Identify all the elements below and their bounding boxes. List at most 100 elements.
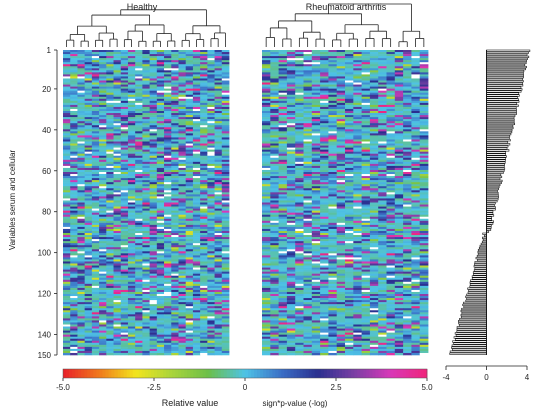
heatmap-cell <box>77 318 86 321</box>
heatmap-cell <box>221 261 230 264</box>
heatmap-cell <box>353 96 362 100</box>
heatmap-cell <box>135 261 143 264</box>
heatmap-cell <box>171 94 179 98</box>
heatmap-cell <box>171 200 179 203</box>
heatmap-cell <box>386 178 396 181</box>
heatmap-cell <box>135 60 143 63</box>
heatmap-cell <box>207 271 215 274</box>
heatmap-cell <box>378 72 387 75</box>
heatmap-cell <box>142 165 151 169</box>
heatmap-cell <box>411 176 421 179</box>
heatmap-cell <box>156 60 165 63</box>
heatmap-cell <box>214 129 223 132</box>
heatmap-cell <box>286 76 296 79</box>
heatmap-cell <box>185 135 194 138</box>
heatmap-cell <box>171 212 179 215</box>
heatmap-cell <box>207 186 215 189</box>
heatmap-cell <box>156 202 165 205</box>
heatmap-cell <box>295 94 304 98</box>
heatmap-cell <box>286 58 296 61</box>
heatmap-cell <box>262 161 271 165</box>
heatmap-cell <box>113 60 122 63</box>
heatmap-cell <box>164 84 172 87</box>
heatmap-cell <box>142 210 151 213</box>
heatmap-cell <box>91 111 100 114</box>
heatmap-cell <box>303 56 313 59</box>
heatmap-cell <box>120 139 129 142</box>
heatmap-cell <box>106 198 114 201</box>
heatmap-cell <box>164 340 172 344</box>
heatmap-cell <box>77 237 86 240</box>
heatmap-cell <box>120 180 129 183</box>
heatmap-cell <box>135 304 143 307</box>
heatmap-cell <box>221 239 230 242</box>
heatmap-cell <box>171 277 179 281</box>
heatmap-cell <box>207 54 215 57</box>
heatmap-cell <box>200 70 208 73</box>
heatmap-cell <box>63 176 71 179</box>
heatmap-cell <box>286 121 296 124</box>
heatmap-cell <box>106 157 114 161</box>
heatmap-cell <box>185 119 194 122</box>
heatmap-cell <box>178 151 187 154</box>
heatmap-cell <box>99 224 107 228</box>
heatmap-cell <box>91 157 100 161</box>
heatmap-cell <box>135 237 143 240</box>
heatmap-cell <box>378 184 387 187</box>
heatmap-cell <box>336 127 346 130</box>
heatmap-cell <box>178 210 187 213</box>
heatmap-cell <box>270 96 279 100</box>
heatmap-cell <box>135 259 143 262</box>
heatmap-cell <box>278 64 288 67</box>
heatmap-cell <box>99 149 107 152</box>
heatmap-cell <box>178 275 187 279</box>
heatmap-cell <box>113 143 122 146</box>
heatmap-cell <box>77 228 86 232</box>
heatmap-cell <box>91 176 100 179</box>
heatmap-cell <box>142 137 151 140</box>
heatmap-cell <box>295 151 304 154</box>
heatmap-cell <box>120 76 129 79</box>
heatmap-cell <box>386 62 396 65</box>
heatmap-cell <box>262 52 271 55</box>
heatmap-cell <box>386 70 396 73</box>
heatmap-cell <box>386 111 396 114</box>
heatmap-cell <box>149 70 158 73</box>
heatmap-cell <box>192 220 201 224</box>
heatmap-cell <box>113 56 122 59</box>
heatmap-cell <box>386 84 396 87</box>
heatmap-cell <box>303 178 313 181</box>
heatmap-cell <box>142 230 151 234</box>
heatmap-cell <box>200 324 208 327</box>
heatmap-cell <box>120 222 129 226</box>
heatmap-cell <box>178 182 187 185</box>
heatmap-cell <box>156 294 165 297</box>
heatmap-cell <box>156 178 165 181</box>
heatmap-cell <box>369 157 379 161</box>
heatmap-cell <box>286 157 296 161</box>
heatmap-cell <box>270 86 279 89</box>
heatmap-cell <box>120 133 129 136</box>
heatmap-cell <box>214 157 223 161</box>
heatmap-cell <box>336 117 346 120</box>
heatmap-cell <box>120 298 129 301</box>
heatmap-cell <box>328 98 338 102</box>
heatmap-cell <box>142 216 151 220</box>
heatmap-cell <box>149 200 158 203</box>
heatmap-cell <box>192 275 201 279</box>
heatmap-cell <box>353 74 362 77</box>
heatmap-cell <box>214 72 223 75</box>
heatmap-cell <box>91 202 100 205</box>
heatmap-cell <box>394 163 404 167</box>
heatmap-cell <box>378 52 387 55</box>
heatmap-cell <box>84 322 93 325</box>
heatmap-cell <box>295 178 304 181</box>
heatmap-cell <box>262 153 271 157</box>
heatmap-cell <box>127 121 136 124</box>
heatmap-cell <box>106 117 114 120</box>
heatmap-cell <box>192 111 201 114</box>
heatmap-cell <box>185 102 194 106</box>
heatmap-cell <box>200 344 208 348</box>
heatmap-cell <box>270 129 279 132</box>
heatmap-cell <box>185 267 194 270</box>
